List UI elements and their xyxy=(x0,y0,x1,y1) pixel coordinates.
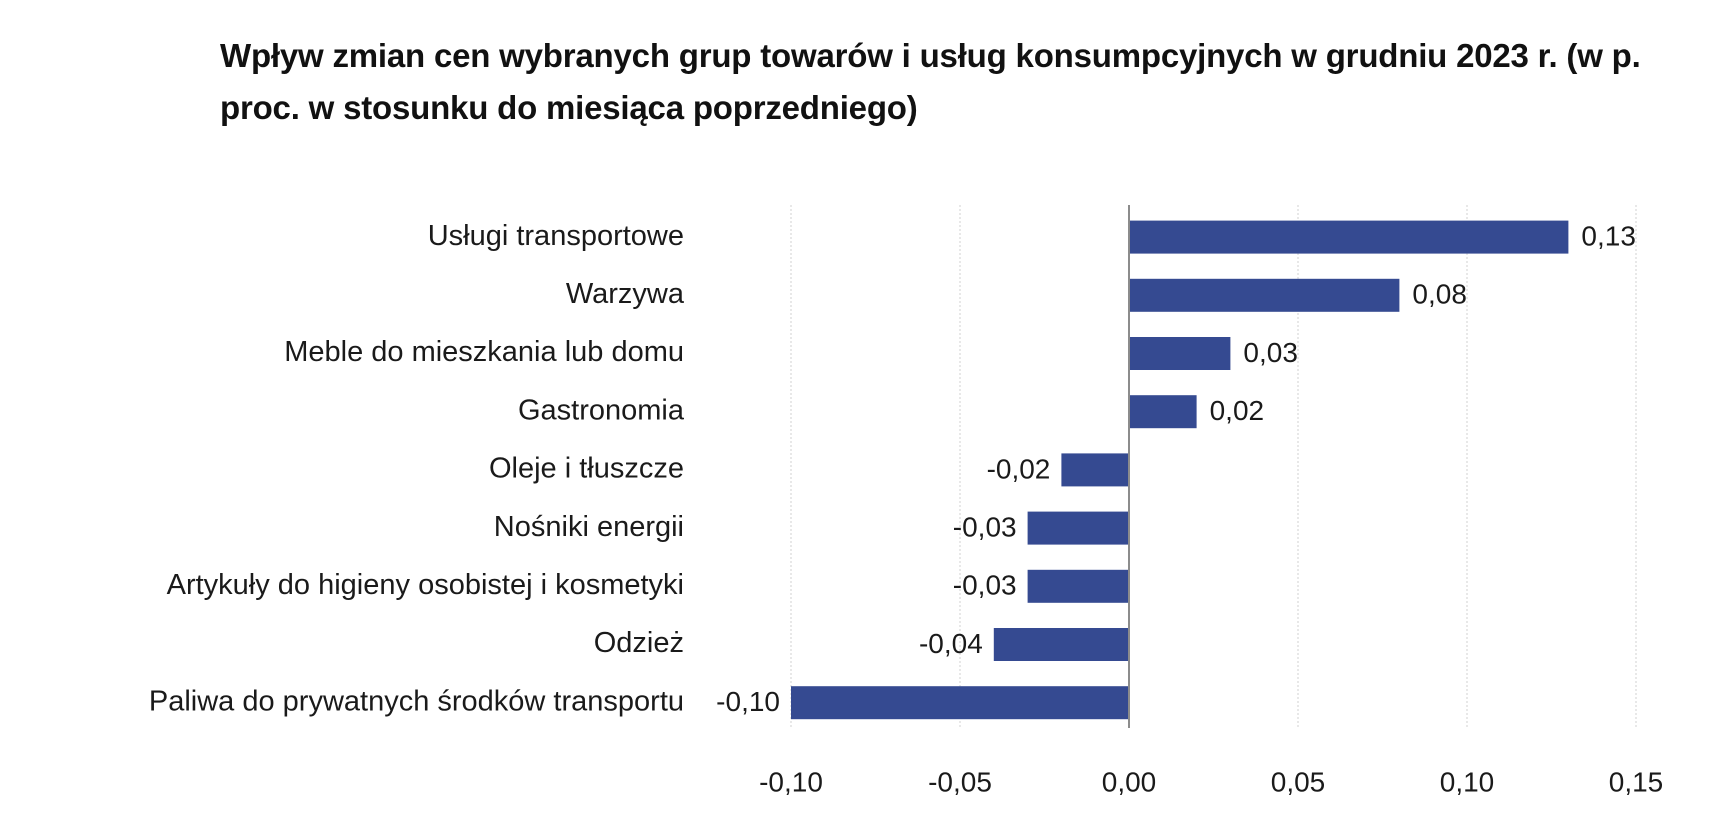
x-tick-label: -0,05 xyxy=(928,766,992,797)
data-label: -0,02 xyxy=(987,453,1051,484)
x-tick-label: 0,05 xyxy=(1271,766,1326,797)
data-label: 0,13 xyxy=(1581,220,1636,251)
value-labels: 0,13 0,08 0,03 0,02 -0,02 -0,03 -0,03 -0,04 -0,1… xyxy=(716,220,1636,717)
x-tick-label: 0,15 xyxy=(1609,766,1664,797)
data-label: 0,08 xyxy=(1412,279,1467,310)
bar xyxy=(1129,395,1197,429)
bar xyxy=(993,628,1129,661)
data-label: -0,04 xyxy=(919,628,983,659)
bar xyxy=(1129,337,1231,370)
bar xyxy=(791,686,1129,720)
category-label: Usługi transportowe xyxy=(428,220,684,252)
category-labels: Usługi transportowe Warzywa Meble do miesz… xyxy=(149,220,685,718)
data-label: 0,03 xyxy=(1243,337,1298,368)
data-label: -0,03 xyxy=(953,570,1017,601)
bar xyxy=(1027,511,1129,545)
bar xyxy=(1027,569,1129,603)
category-label: Meble do mieszkania lub domu xyxy=(284,336,684,368)
category-label: Gastronomia xyxy=(518,394,685,426)
x-tick-label: -0,10 xyxy=(759,766,823,797)
x-tick-label: 0,00 xyxy=(1102,766,1157,797)
x-tick-label: 0,10 xyxy=(1440,766,1495,797)
bar xyxy=(1129,220,1569,254)
category-label: Artykuły do higieny osobistej i kosmetyk… xyxy=(167,569,684,601)
bar xyxy=(1061,453,1129,487)
x-axis-tick-labels: -0,10 -0,05 0,00 0,05 0,10 0,15 xyxy=(759,766,1663,797)
category-label: Warzywa xyxy=(566,278,685,310)
category-label: Odzież xyxy=(594,627,684,659)
category-label: Nośniki energii xyxy=(494,511,684,543)
category-label: Oleje i tłuszcze xyxy=(489,453,684,485)
bar xyxy=(1129,278,1400,312)
data-label: -0,10 xyxy=(716,686,780,717)
chart-title: Wpływ zmian cen wybranych grup towarów i… xyxy=(220,37,1641,126)
data-label: -0,03 xyxy=(953,511,1017,542)
bars xyxy=(791,220,1569,720)
data-label: 0,02 xyxy=(1210,395,1265,426)
grid-lines xyxy=(790,205,1637,728)
category-label: Paliwa do prywatnych środków transportu xyxy=(149,685,684,717)
